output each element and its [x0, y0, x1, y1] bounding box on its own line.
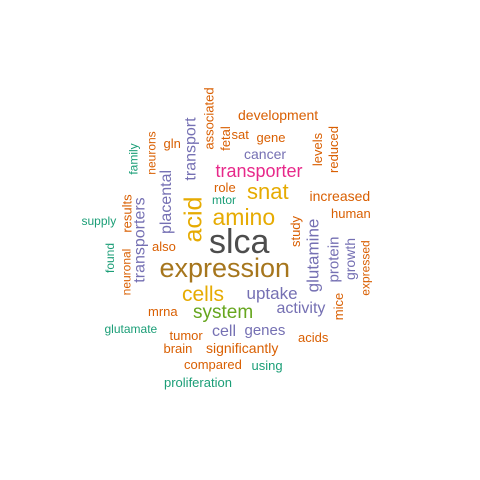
word-human: human [331, 205, 371, 221]
word-study: study [287, 215, 303, 247]
word-mrna: mrna [148, 303, 178, 319]
word-activity: activity [276, 300, 326, 317]
word-transport: transport [182, 117, 200, 181]
word-snat: snat [247, 179, 289, 204]
word-mice: mice [330, 292, 346, 320]
word-supply: supply [81, 214, 117, 228]
word-role: role [214, 179, 236, 195]
word-found: found [103, 242, 118, 274]
word-mtor: mtor [212, 193, 236, 207]
word-cell: cell [212, 323, 237, 340]
word-results: results [119, 193, 135, 233]
word-associated: associated [201, 86, 217, 150]
word-development: development [238, 107, 319, 123]
word-neurons: neurons [144, 131, 159, 175]
word-tumor: tumor [169, 327, 203, 343]
word-family: family [126, 143, 141, 175]
word-neuronal: neuronal [118, 248, 133, 296]
word-acids: acids [298, 329, 329, 345]
word-gln: gln [163, 135, 181, 151]
word-acid: acid [179, 196, 208, 242]
word-growth: growth [342, 237, 359, 281]
word-glutamate: glutamate [104, 322, 158, 336]
word-cells: cells [182, 282, 225, 306]
word-increased: increased [309, 188, 371, 204]
word-fetal: fetal [217, 125, 233, 151]
word-expressed: expressed [358, 240, 373, 296]
word-compared: compared [184, 356, 242, 372]
word-protein: protein [325, 236, 343, 282]
word-cancer: cancer [244, 146, 287, 162]
word-reduced: reduced [325, 125, 341, 173]
word-levels: levels [309, 132, 325, 166]
word-gene: gene [256, 129, 286, 145]
word-slca: slca [209, 223, 270, 261]
word-system: system [193, 301, 254, 323]
word-placental: placental [158, 169, 176, 235]
word-genes: genes [244, 321, 286, 339]
word-using: using [251, 357, 283, 373]
word-expression: expression [159, 252, 291, 283]
word-glutamine: glutamine [303, 218, 323, 292]
word-proliferation: proliferation [164, 374, 232, 390]
word-uptake: uptake [246, 283, 298, 303]
word-sat: sat [231, 126, 249, 142]
word-amino: amino [212, 203, 276, 230]
word-brain: brain [163, 340, 193, 356]
word-also: also [152, 238, 176, 254]
word-transporter: transporter [215, 161, 303, 181]
word-significantly: significantly [206, 340, 279, 356]
